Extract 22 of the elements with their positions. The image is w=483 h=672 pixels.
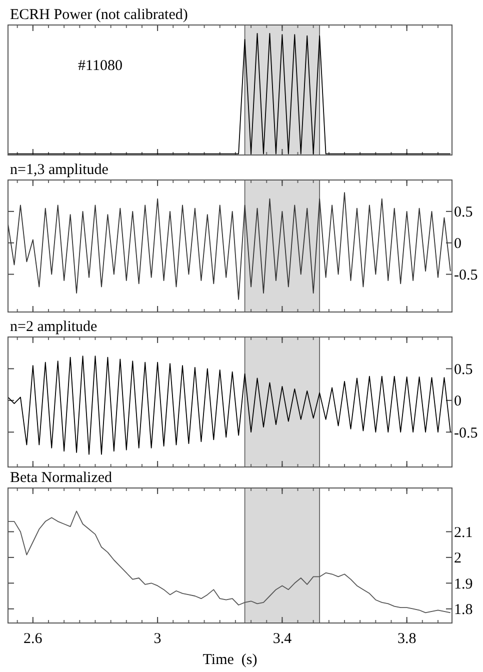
y-tick-label: 0: [454, 394, 462, 410]
x-tick-label: 3: [154, 631, 162, 647]
y-tick-label: 1.9: [454, 576, 473, 592]
x-tick-label: 3.4: [272, 631, 292, 647]
chart-title: n=1,3 amplitude: [10, 162, 109, 178]
x-tick-label: 2.6: [24, 631, 43, 647]
x-axis-title: Time (s): [202, 652, 258, 668]
y-tick-label: -0.5: [454, 268, 478, 284]
chart-title: ECRH Power (not calibrated): [10, 7, 188, 23]
y-tick-label: 0.5: [454, 362, 473, 378]
y-tick-label: 0.5: [454, 204, 473, 221]
y-tick-label: 2.1: [454, 524, 473, 541]
y-tick-label: -0.5: [454, 425, 478, 442]
y-tick-label: 0: [454, 236, 462, 252]
y-tick-label: 1.8: [454, 602, 473, 618]
line-series: [8, 192, 451, 300]
y-tick-label: 2: [454, 550, 462, 567]
chart-title: Beta Normalized: [10, 470, 113, 486]
chart-title: n=2 amplitude: [10, 319, 98, 335]
line-series: [8, 356, 451, 455]
annotation: #11080: [78, 58, 122, 74]
x-tick-label: 3.8: [397, 631, 416, 647]
